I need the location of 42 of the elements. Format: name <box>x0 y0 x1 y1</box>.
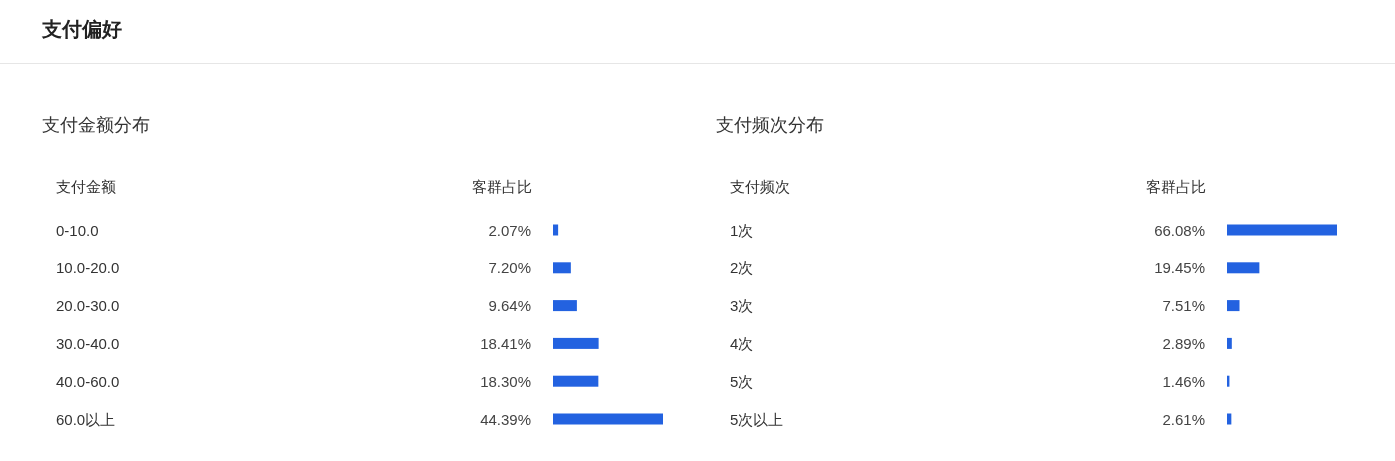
y-axis-title: 支付频次 <box>730 177 790 195</box>
data-label: 44.39% <box>480 410 531 428</box>
bar <box>553 375 599 387</box>
y-tick-label: 20.0-30.0 <box>56 297 120 315</box>
bar <box>1227 300 1240 312</box>
y-tick-label: 2次 <box>730 259 754 277</box>
y-tick-label: 5次 <box>730 372 754 390</box>
data-label: 2.07% <box>488 221 531 239</box>
data-label: 9.64% <box>488 297 531 315</box>
data-label: 2.89% <box>1162 334 1205 352</box>
y-tick-label: 40.0-60.0 <box>56 372 120 390</box>
data-label: 7.51% <box>1162 297 1205 315</box>
text: 支付金额分布 <box>42 115 150 135</box>
data-label: 18.41% <box>480 334 531 352</box>
y-tick-label: 3次 <box>730 297 754 315</box>
text: 支付频次分布 <box>716 115 824 135</box>
y-tick-label: 5次以上 <box>730 410 784 428</box>
bar <box>553 224 559 236</box>
text: 支付偏好 <box>41 18 122 40</box>
data-label: 7.20% <box>488 259 531 277</box>
x-axis-title: 客群占比 <box>1146 177 1206 195</box>
bar <box>553 300 577 312</box>
bar <box>1227 224 1337 236</box>
y-tick-label: 60.0以上 <box>56 410 116 428</box>
data-label: 1.46% <box>1162 372 1205 390</box>
bar <box>553 262 571 274</box>
x-axis-title: 客群占比 <box>472 177 532 195</box>
bar <box>1227 413 1232 425</box>
data-label: 66.08% <box>1154 221 1205 239</box>
y-tick-label: 10.0-20.0 <box>56 259 120 277</box>
data-label: 18.30% <box>480 372 531 390</box>
y-axis-title: 支付金额 <box>56 177 116 195</box>
data-label: 2.61% <box>1162 410 1205 428</box>
y-tick-label: 30.0-40.0 <box>56 334 120 352</box>
bar <box>553 413 663 425</box>
bar <box>1227 262 1260 274</box>
bar <box>1227 337 1232 349</box>
bar <box>553 337 599 349</box>
data-label: 19.45% <box>1154 259 1205 277</box>
y-tick-label: 4次 <box>730 334 754 352</box>
y-tick-label: 1次 <box>730 221 754 239</box>
y-tick-label: 0-10.0 <box>56 221 99 239</box>
